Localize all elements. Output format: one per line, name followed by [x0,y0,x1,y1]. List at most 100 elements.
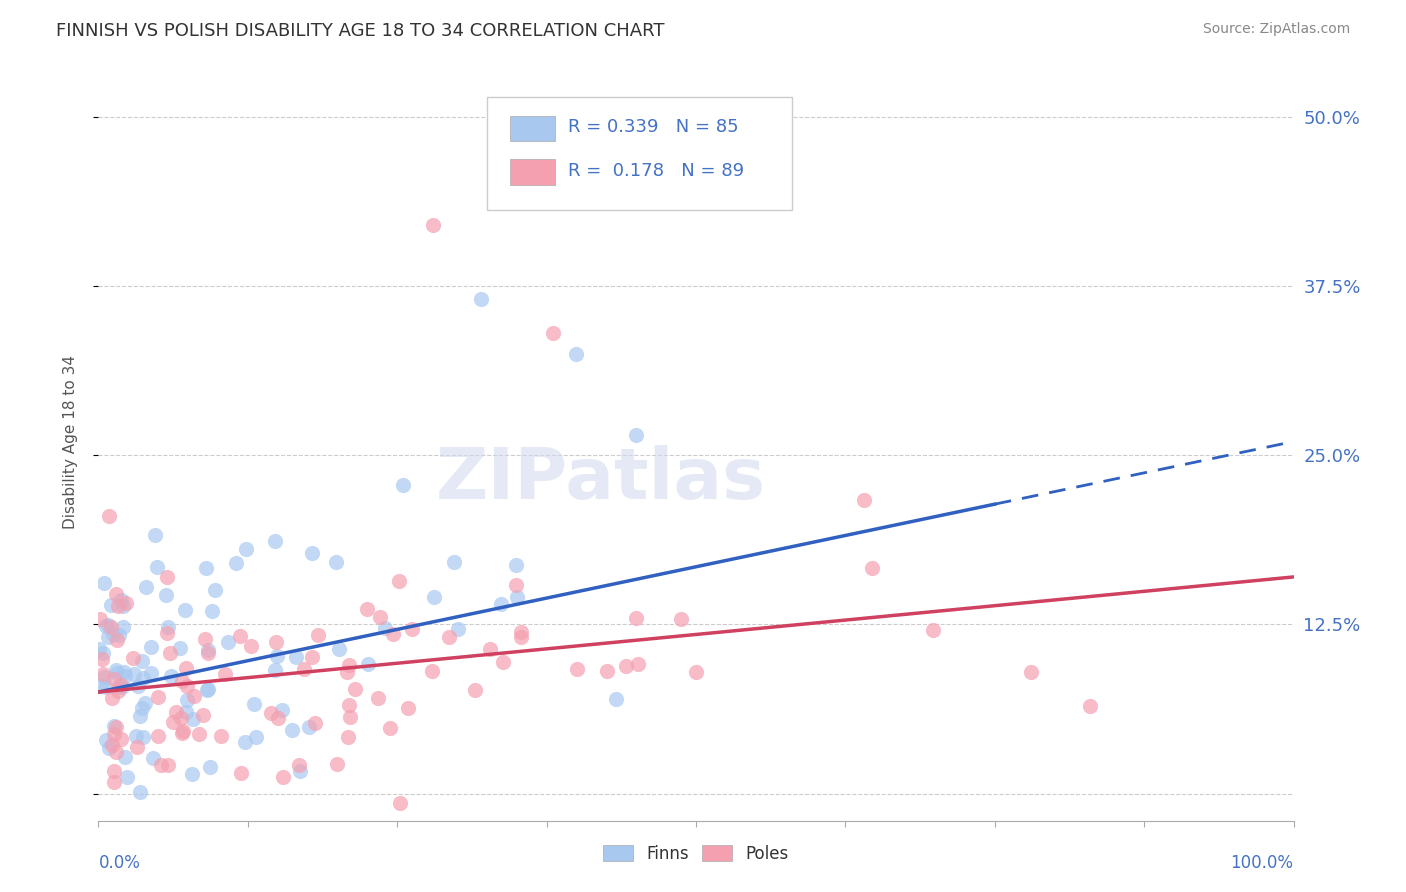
Point [110,592,132,607]
Point [860,561,883,575]
Point [401,622,423,636]
Point [447,622,470,636]
Point [105,663,128,677]
Point [174,705,197,719]
Text: FINNISH VS POLISH DISABILITY AGE 18 TO 34 CORRELATION CHART: FINNISH VS POLISH DISABILITY AGE 18 TO 3… [56,22,665,40]
FancyBboxPatch shape [509,116,555,141]
Point [367,690,389,705]
Point [336,730,359,744]
Point [356,657,378,671]
Point [195,682,218,697]
Point [100,691,122,706]
Point [565,662,588,676]
Point [197,642,219,657]
Point [337,698,360,712]
Point [325,756,347,771]
Point [103,726,125,740]
Point [114,669,136,683]
Point [107,633,129,648]
Point [105,587,128,601]
Point [156,620,179,634]
Point [374,621,396,635]
Point [131,701,153,715]
Point [115,771,138,785]
Point [271,703,294,717]
Point [89,612,111,626]
Point [337,658,360,673]
Point [626,427,648,442]
Point [187,727,209,741]
Point [165,705,187,719]
Point [172,724,194,739]
Point [107,627,129,641]
Point [510,625,533,640]
Point [506,590,529,604]
Point [134,696,156,710]
Point [135,580,157,594]
Point [111,680,134,694]
Point [214,667,236,681]
Point [328,642,350,657]
Point [94,732,117,747]
Point [128,785,150,799]
Point [97,618,120,632]
Point [669,612,692,626]
Point [204,583,226,598]
Point [127,679,149,693]
Point [159,646,181,660]
FancyBboxPatch shape [486,96,792,211]
Point [197,681,219,696]
Point [378,721,401,735]
Point [98,741,121,756]
Point [624,611,647,625]
Point [852,493,875,508]
Point [685,665,707,679]
Point [100,620,122,634]
Point [111,599,134,613]
Point [245,730,267,744]
Text: 0.0%: 0.0% [98,855,141,872]
Point [107,599,129,613]
Point [103,764,125,779]
Point [339,709,361,723]
Point [443,555,465,569]
Point [422,590,444,604]
Point [368,610,391,624]
Point [132,671,155,685]
Point [143,527,166,541]
Point [1019,665,1042,679]
Point [229,629,252,643]
Point [103,775,125,789]
Point [170,711,193,725]
Point [260,706,283,720]
Point [101,627,124,641]
Point [103,672,125,686]
Point [290,764,312,779]
Text: Source: ZipAtlas.com: Source: ZipAtlas.com [1202,22,1350,37]
Point [125,729,148,743]
Point [437,630,460,644]
Point [105,665,128,680]
Point [479,642,502,657]
Point [194,632,217,646]
Point [176,693,198,707]
Point [110,678,132,692]
Legend: Finns, Poles: Finns, Poles [596,838,796,869]
Point [103,718,125,732]
Point [271,770,294,784]
Point [263,663,285,677]
Point [194,561,217,575]
Point [104,745,127,759]
Point [565,346,588,360]
Point [197,646,219,660]
Point [170,726,193,740]
Point [231,766,253,780]
Point [156,570,179,584]
Point [107,679,129,693]
Point [141,640,163,655]
Point [284,650,307,665]
Point [132,730,155,744]
Point [176,679,198,693]
Point [172,674,194,689]
Text: 100.0%: 100.0% [1230,855,1294,872]
